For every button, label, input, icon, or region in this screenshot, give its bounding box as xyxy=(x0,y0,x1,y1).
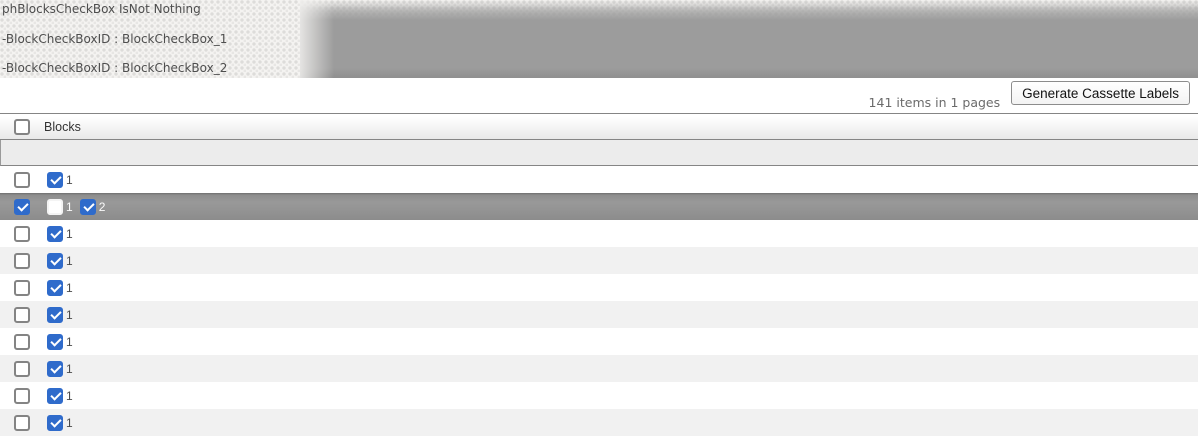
block-item: 1 xyxy=(47,414,73,431)
table-row[interactable]: 1 xyxy=(0,355,1198,382)
block-checkbox[interactable] xyxy=(47,198,63,215)
block-label: 1 xyxy=(66,415,73,430)
grid-header-row: Blocks xyxy=(0,113,1198,140)
block-checkbox[interactable] xyxy=(47,171,63,188)
block-checkbox[interactable] xyxy=(47,360,63,377)
block-label: 2 xyxy=(98,199,106,214)
block-item: 1 xyxy=(47,360,73,377)
blocks-cell: 1 xyxy=(47,279,80,296)
table-row[interactable]: 1 xyxy=(0,301,1198,328)
block-label: 1 xyxy=(66,199,73,214)
block-label: 1 xyxy=(66,172,73,187)
blocks-cell: 1 xyxy=(47,225,80,242)
block-checkbox[interactable] xyxy=(47,225,63,242)
blocks-cell: 1 xyxy=(47,252,80,269)
table-row[interactable]: 1 xyxy=(0,382,1198,409)
toolbar: 141 items in 1 pages Generate Cassette L… xyxy=(0,78,1198,113)
table-row[interactable]: 1 xyxy=(0,409,1198,436)
block-item: 2 xyxy=(79,198,106,215)
select-all-checkbox[interactable] xyxy=(14,118,30,135)
blocks-cell: 1 xyxy=(47,333,80,350)
block-checkbox[interactable] xyxy=(47,387,63,404)
row-select-checkbox[interactable] xyxy=(14,360,30,377)
table-row[interactable]: 1 xyxy=(0,274,1198,301)
row-select-checkbox[interactable] xyxy=(14,306,30,323)
block-item: 1 xyxy=(47,171,73,188)
block-item: 1 xyxy=(47,387,73,404)
row-select-checkbox[interactable] xyxy=(14,225,30,242)
block-checkbox[interactable] xyxy=(47,333,63,350)
row-select-checkbox[interactable] xyxy=(14,387,30,404)
block-label: 1 xyxy=(66,307,73,322)
block-label: 1 xyxy=(66,334,73,349)
debug-line: -BlockCheckBoxID : BlockCheckBox_1 xyxy=(2,31,228,46)
block-item: 1 xyxy=(47,252,73,269)
table-row[interactable]: 1 xyxy=(0,247,1198,274)
block-item: 1 xyxy=(47,306,73,323)
block-checkbox[interactable] xyxy=(47,306,63,323)
block-item: 1 xyxy=(47,198,73,215)
grid-filter-row xyxy=(0,140,1198,166)
block-checkbox[interactable] xyxy=(47,252,63,269)
row-select-checkbox[interactable] xyxy=(14,414,30,431)
table-row[interactable]: 1 xyxy=(0,220,1198,247)
blocks-cell: 1 xyxy=(47,171,80,188)
block-label: 1 xyxy=(66,388,73,403)
debug-line: phBlocksCheckBox IsNot Nothing xyxy=(2,2,201,16)
row-select-checkbox[interactable] xyxy=(14,171,30,188)
gray-gradient-block xyxy=(300,0,1198,78)
block-label: 1 xyxy=(66,226,73,241)
generate-cassette-labels-button[interactable]: Generate Cassette Labels xyxy=(1011,81,1190,105)
block-label: 1 xyxy=(66,361,73,376)
row-select-checkbox[interactable] xyxy=(14,252,30,269)
debug-lines: phBlocksCheckBox IsNot Nothing -BlockChe… xyxy=(2,0,227,89)
block-checkbox[interactable] xyxy=(47,279,63,296)
row-select-checkbox[interactable] xyxy=(14,333,30,350)
table-row[interactable]: 1 xyxy=(0,166,1198,193)
debug-line: -BlockCheckBoxID : BlockCheckBox_2 xyxy=(2,61,228,75)
blocks-cell: 1 xyxy=(47,387,80,404)
table-row[interactable]: 1 xyxy=(0,328,1198,355)
blocks-column-header: Blocks xyxy=(44,119,81,134)
row-select-checkbox[interactable] xyxy=(14,279,30,296)
row-select-checkbox[interactable] xyxy=(14,198,30,215)
blocks-cell: 1 xyxy=(47,306,80,323)
blocks-cell: 1 xyxy=(47,414,80,431)
pager-items-summary: 141 items in 1 pages xyxy=(868,95,1001,110)
block-checkbox[interactable] xyxy=(47,414,63,431)
block-label: 1 xyxy=(66,253,73,268)
debug-banner: phBlocksCheckBox IsNot Nothing -BlockChe… xyxy=(0,0,1198,78)
block-item: 1 xyxy=(47,279,73,296)
blocks-cell: 1 xyxy=(47,360,80,377)
block-item: 1 xyxy=(47,225,73,242)
block-item: 1 xyxy=(47,333,73,350)
block-label: 1 xyxy=(66,280,73,295)
block-checkbox[interactable] xyxy=(79,198,96,215)
